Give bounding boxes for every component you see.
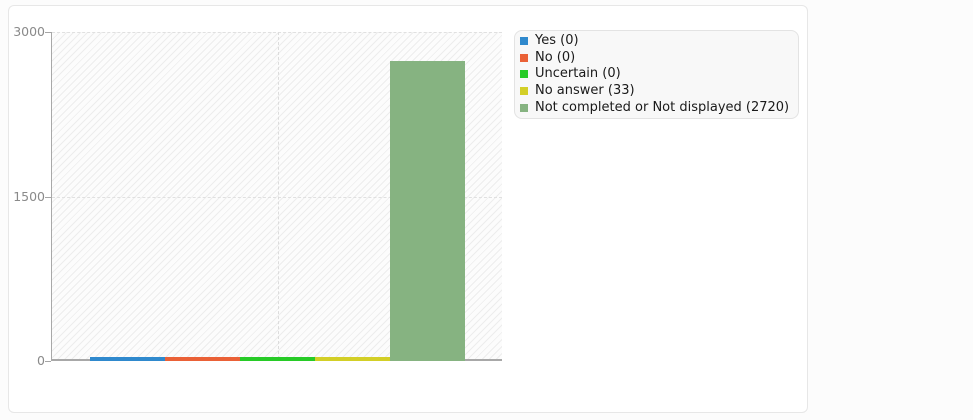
gridline-h-1500 bbox=[52, 196, 502, 198]
legend-label: Yes (0) bbox=[535, 33, 579, 49]
bar-uncertain[interactable] bbox=[240, 357, 315, 361]
chart-card: 0 1500 3000 Yes (0) No (0) Uncertain (0) No a… bbox=[8, 5, 808, 413]
legend-item-yes[interactable]: Yes (0) bbox=[520, 33, 789, 50]
bar-no[interactable] bbox=[165, 357, 240, 361]
plot-area bbox=[51, 32, 502, 361]
legend-label: No answer (33) bbox=[535, 83, 635, 99]
y-tick-mark bbox=[45, 196, 51, 198]
bar-no-answer[interactable] bbox=[315, 357, 390, 361]
bar-yes[interactable] bbox=[90, 357, 165, 361]
legend-item-no-answer[interactable]: No answer (33) bbox=[520, 83, 789, 100]
y-tick-mark bbox=[45, 361, 51, 362]
legend-swatch-yes-icon bbox=[520, 37, 528, 46]
y-tick-label-1500: 1500 bbox=[13, 188, 45, 204]
chart-legend: Yes (0) No (0) Uncertain (0) No answer (33)… bbox=[514, 30, 800, 119]
legend-item-not-completed-or-not-displayed[interactable]: Not completed or Not displayed (2720) bbox=[520, 99, 789, 116]
legend-swatch-uncertain-icon bbox=[520, 70, 528, 79]
bar-not-completed-or-not-displayed[interactable] bbox=[390, 61, 465, 361]
legend-swatch-no-answer-icon bbox=[520, 87, 528, 96]
legend-item-no[interactable]: No (0) bbox=[520, 50, 789, 67]
legend-swatch-no-icon bbox=[520, 53, 528, 62]
legend-label: No (0) bbox=[535, 49, 576, 65]
legend-swatch-not-completed-or-not-displayed-icon bbox=[520, 103, 528, 112]
y-tick-label-3000: 3000 bbox=[13, 24, 45, 39]
legend-item-uncertain[interactable]: Uncertain (0) bbox=[520, 66, 789, 83]
legend-label: Not completed or Not displayed (2720) bbox=[535, 99, 790, 115]
y-tick-label-0: 0 bbox=[37, 353, 45, 368]
gridline-h-3000 bbox=[52, 32, 502, 33]
y-tick-mark bbox=[45, 32, 51, 33]
gridline-v-category bbox=[278, 32, 279, 359]
legend-label: Uncertain (0) bbox=[535, 66, 621, 82]
